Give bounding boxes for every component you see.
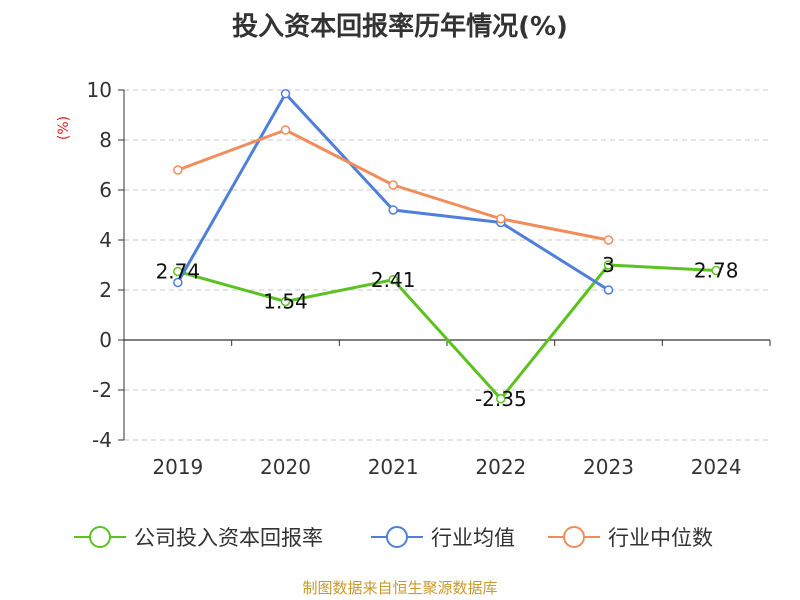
y-tick-label: 2 [99,278,112,302]
series-line [176,92,610,292]
legend-item: 公司投入资本回报率 [74,526,323,550]
series-1 [173,260,721,404]
axes: 10 8 6 4 2 0 -2 -4 2019 2020 2021 2022 2023 2024 [87,78,771,479]
chart-title: 投入资本回报率历年情况(%) [232,12,568,42]
data-point [496,214,506,224]
data-point [388,275,398,285]
y-tick-label: 6 [99,178,112,202]
y-tick-label: -2 [92,378,112,402]
data-label: 3 [602,253,615,277]
data-point [173,165,183,175]
legend-marker [89,526,111,548]
grid-lines [124,89,770,441]
data-point [603,285,614,295]
data-point [280,89,291,99]
data-point [280,125,291,135]
data-point [280,296,291,307]
legend-item: 行业中位数 [548,526,713,550]
data-point [496,394,506,404]
legend-label: 行业中位数 [608,526,713,550]
data-point [711,265,721,276]
y-tick-label: 4 [99,228,112,252]
x-tick-label: 2021 [368,455,419,479]
y-tick-label: -4 [92,428,112,452]
source-note: 制图数据来自恒生聚源数据库 [302,579,498,597]
series-2 [173,89,614,295]
series-lines [173,89,721,404]
series-3 [173,125,614,245]
x-tick-label: 2024 [691,455,742,479]
legend-marker [386,526,408,548]
data-label: 1.54 [263,290,308,314]
x-tick-label: 2023 [583,455,634,479]
data-point [603,260,614,270]
data-point [603,235,614,245]
data-label: 2.78 [694,259,739,283]
data-labels: 2.74 1.54 2.41 -2.35 3 2.78 [156,253,739,411]
x-tick-label: 2022 [475,455,526,479]
data-label: 2.74 [156,260,201,284]
data-point [388,180,398,190]
data-label: 2.41 [371,268,416,292]
y-tick-label: 10 [87,78,112,102]
data-point [388,205,398,215]
legend-marker [563,526,585,548]
y-tick-label: 8 [99,128,112,152]
y-axis-label: (%) [56,116,72,140]
x-tick-label: 2020 [260,455,311,479]
y-tick-label: 0 [99,328,112,352]
x-tick-label: 2019 [152,455,203,479]
legend-label: 行业均值 [431,526,515,550]
data-label: -2.35 [475,387,527,411]
legend-item: 行业均值 [371,526,515,550]
legend: 公司投入资本回报率 行业均值 行业中位数 [74,526,713,550]
series-line [177,263,717,401]
data-point [173,277,183,288]
data-point [173,266,183,277]
legend-label: 公司投入资本回报率 [134,526,323,550]
